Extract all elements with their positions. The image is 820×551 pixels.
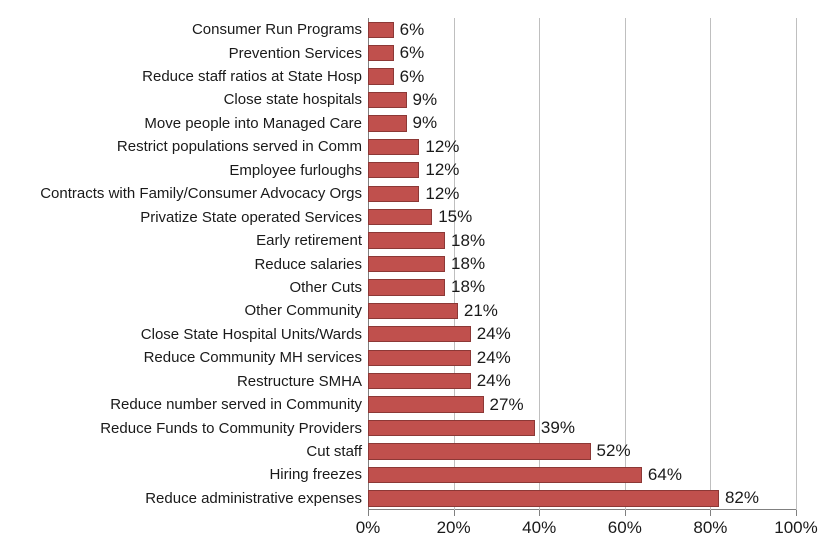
- bar-row: Restrict populations served in Comm12%: [368, 135, 796, 158]
- bar-row: Hiring freezes64%: [368, 463, 796, 486]
- bar-row: Prevention Services6%: [368, 41, 796, 64]
- value-label: 12%: [419, 160, 459, 180]
- bar: [368, 279, 445, 295]
- bar-row: Close State Hospital Units/Wards24%: [368, 323, 796, 346]
- bar: [368, 22, 394, 38]
- value-label: 15%: [432, 207, 472, 227]
- value-label: 52%: [591, 441, 631, 461]
- bar-row: Reduce staff ratios at State Hosp6%: [368, 65, 796, 88]
- bar: [368, 256, 445, 272]
- value-label: 82%: [719, 488, 759, 508]
- x-tick-label: 80%: [693, 518, 727, 538]
- bar-row: Close state hospitals9%: [368, 88, 796, 111]
- x-tickmark: [796, 510, 797, 516]
- x-tickmark: [539, 510, 540, 516]
- bar-row: Reduce number served in Community27%: [368, 393, 796, 416]
- bar-row: Employee furloughs12%: [368, 159, 796, 182]
- category-label: Reduce number served in Community: [110, 396, 368, 413]
- value-label: 27%: [484, 395, 524, 415]
- x-tick-label: 0%: [356, 518, 381, 538]
- x-tick-label: 100%: [774, 518, 817, 538]
- category-label: Early retirement: [256, 232, 368, 249]
- bar-row: Other Cuts18%: [368, 276, 796, 299]
- bar: [368, 115, 407, 131]
- category-label: Reduce Community MH services: [144, 349, 368, 366]
- category-label: Reduce administrative expenses: [145, 490, 368, 507]
- category-label: Close State Hospital Units/Wards: [141, 326, 368, 343]
- bar: [368, 396, 484, 412]
- x-tick-label: 40%: [522, 518, 556, 538]
- bar: [368, 139, 419, 155]
- value-label: 6%: [394, 67, 425, 87]
- bar: [368, 490, 719, 506]
- bar: [368, 68, 394, 84]
- bar-row: Reduce salaries18%: [368, 252, 796, 275]
- value-label: 21%: [458, 301, 498, 321]
- bar: [368, 373, 471, 389]
- category-label: Hiring freezes: [269, 466, 368, 483]
- category-label: Reduce staff ratios at State Hosp: [142, 68, 368, 85]
- category-label: Move people into Managed Care: [144, 115, 368, 132]
- x-tick-label: 60%: [608, 518, 642, 538]
- category-label: Reduce Funds to Community Providers: [100, 420, 368, 437]
- bar: [368, 92, 407, 108]
- category-label: Restrict populations served in Comm: [117, 138, 368, 155]
- bar: [368, 186, 419, 202]
- category-label: Other Cuts: [289, 279, 368, 296]
- value-label: 24%: [471, 348, 511, 368]
- x-tickmark: [710, 510, 711, 516]
- bar: [368, 303, 458, 319]
- x-tickmark: [368, 510, 369, 516]
- bar: [368, 326, 471, 342]
- bar: [368, 209, 432, 225]
- plot-area: 0%20%40%60%80%100%Consumer Run Programs6…: [368, 18, 796, 510]
- value-label: 12%: [419, 137, 459, 157]
- bar: [368, 162, 419, 178]
- value-label: 9%: [407, 90, 438, 110]
- bar-row: Privatize State operated Services15%: [368, 205, 796, 228]
- category-label: Privatize State operated Services: [140, 209, 368, 226]
- bar: [368, 467, 642, 483]
- category-label: Reduce salaries: [254, 256, 368, 273]
- value-label: 6%: [394, 20, 425, 40]
- x-tick-label: 20%: [437, 518, 471, 538]
- value-label: 12%: [419, 184, 459, 204]
- category-label: Restructure SMHA: [237, 373, 368, 390]
- bar-row: Move people into Managed Care9%: [368, 112, 796, 135]
- bar-row: Early retirement18%: [368, 229, 796, 252]
- category-label: Contracts with Family/Consumer Advocacy …: [40, 185, 368, 202]
- bar-row: Restructure SMHA24%: [368, 369, 796, 392]
- bar-row: Cut staff52%: [368, 440, 796, 463]
- value-label: 24%: [471, 371, 511, 391]
- bar-row: Reduce Community MH services24%: [368, 346, 796, 369]
- value-label: 18%: [445, 231, 485, 251]
- chart-container: 0%20%40%60%80%100%Consumer Run Programs6…: [0, 0, 820, 551]
- category-label: Prevention Services: [229, 45, 368, 62]
- value-label: 9%: [407, 113, 438, 133]
- value-label: 24%: [471, 324, 511, 344]
- value-label: 6%: [394, 43, 425, 63]
- x-gridline: [796, 18, 797, 510]
- bar-row: Reduce Funds to Community Providers39%: [368, 416, 796, 439]
- bar: [368, 45, 394, 61]
- bar-row: Contracts with Family/Consumer Advocacy …: [368, 182, 796, 205]
- x-tickmark: [454, 510, 455, 516]
- x-tickmark: [625, 510, 626, 516]
- bar-row: Reduce administrative expenses82%: [368, 487, 796, 510]
- bar-row: Consumer Run Programs6%: [368, 18, 796, 41]
- bar: [368, 232, 445, 248]
- value-label: 39%: [535, 418, 575, 438]
- category-label: Consumer Run Programs: [192, 21, 368, 38]
- bar-row: Other Community21%: [368, 299, 796, 322]
- category-label: Employee furloughs: [229, 162, 368, 179]
- value-label: 18%: [445, 277, 485, 297]
- bar: [368, 420, 535, 436]
- value-label: 64%: [642, 465, 682, 485]
- category-label: Other Community: [244, 302, 368, 319]
- category-label: Cut staff: [306, 443, 368, 460]
- category-label: Close state hospitals: [224, 91, 368, 108]
- value-label: 18%: [445, 254, 485, 274]
- bar: [368, 350, 471, 366]
- bar: [368, 443, 591, 459]
